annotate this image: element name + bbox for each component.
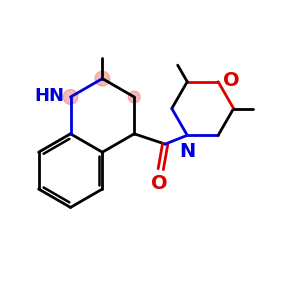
Text: O: O <box>151 174 168 193</box>
Circle shape <box>63 90 78 104</box>
Text: HN: HN <box>34 86 64 104</box>
Circle shape <box>128 91 140 103</box>
Text: N: N <box>180 142 196 161</box>
Text: O: O <box>224 71 240 90</box>
Circle shape <box>95 71 110 86</box>
